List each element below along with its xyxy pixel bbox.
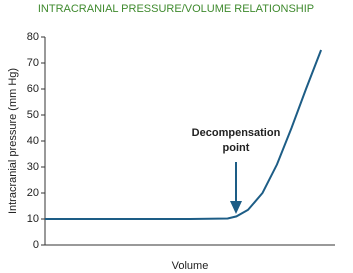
y-tick-label: 60 (27, 83, 39, 95)
y-tick-label: 80 (27, 31, 39, 43)
y-tick-label: 30 (27, 161, 39, 173)
annotation: Decompensation (192, 127, 281, 139)
y-tick-label: 50 (27, 109, 39, 121)
y-tick-label: 0 (33, 239, 39, 251)
y-axis-label: Intracranial pressure (mm Hg) (7, 68, 19, 214)
line (45, 49, 323, 220)
annotation: point (223, 142, 250, 154)
x-axis-label: Volume (172, 260, 209, 272)
chart-title: INTRACRANIAL PRESSURE/VOLUME RELATIONSHI… (38, 3, 314, 15)
y-tick-label: 40 (27, 135, 39, 147)
y-tick-label: 70 (27, 57, 39, 69)
annotation-arrowhead (230, 201, 242, 214)
y-tick-label: 10 (27, 213, 39, 225)
y-tick-label: 20 (27, 187, 39, 199)
